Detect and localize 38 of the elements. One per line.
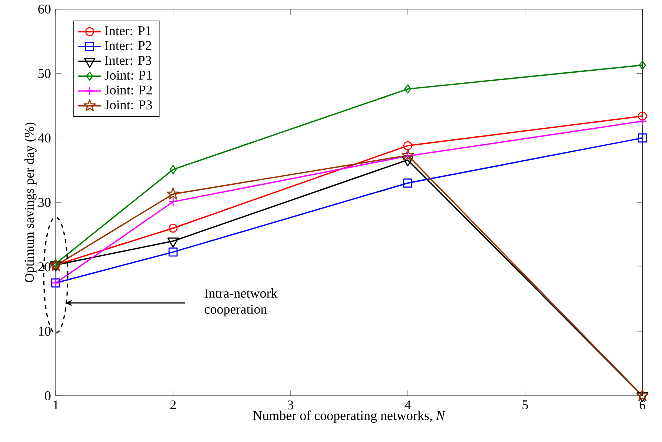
point <box>167 188 180 200</box>
x-tick-label: 3 <box>288 400 294 410</box>
x-tick-label: 2 <box>170 400 176 410</box>
point <box>170 165 177 174</box>
point <box>402 149 414 162</box>
point <box>638 112 648 121</box>
point <box>403 152 413 161</box>
point <box>639 60 646 70</box>
y-tick-label: 20 <box>38 262 51 272</box>
x-tick-label: 1 <box>54 400 59 410</box>
point <box>168 238 180 248</box>
x-tick-label: 6 <box>640 400 646 410</box>
point <box>168 248 178 257</box>
legend-label: Inter: P1 <box>105 26 152 36</box>
y-tick-label: 30 <box>38 198 51 208</box>
legend-label: Joint: P3 <box>104 100 152 110</box>
legend-label: Joint: P1 <box>104 70 152 80</box>
x-tick-label: 5 <box>522 400 528 410</box>
point <box>403 178 413 188</box>
legend-label: Inter: P3 <box>105 56 152 66</box>
y-tick-label: 0 <box>45 391 51 400</box>
y-tick-label: 60 <box>38 4 51 14</box>
point <box>638 116 648 126</box>
legend-label: Inter: P2 <box>105 41 152 50</box>
point <box>636 389 649 402</box>
point <box>168 197 178 207</box>
legend-label: Joint: P2 <box>104 86 152 95</box>
point <box>168 224 178 233</box>
point <box>403 141 413 150</box>
y-tick-label: 10 <box>39 327 51 336</box>
x-tick-label: 4 <box>404 400 412 410</box>
point <box>404 84 412 94</box>
y-tick-label: 50 <box>38 69 51 78</box>
point <box>638 134 648 143</box>
y-tick-label: 40 <box>38 134 51 143</box>
x-axis-title: Number of cooperating networks, N <box>253 410 446 424</box>
y-axis-title: Optimum savings per day (%) <box>24 122 37 282</box>
annotation: Intra-network cooperation <box>204 288 278 317</box>
